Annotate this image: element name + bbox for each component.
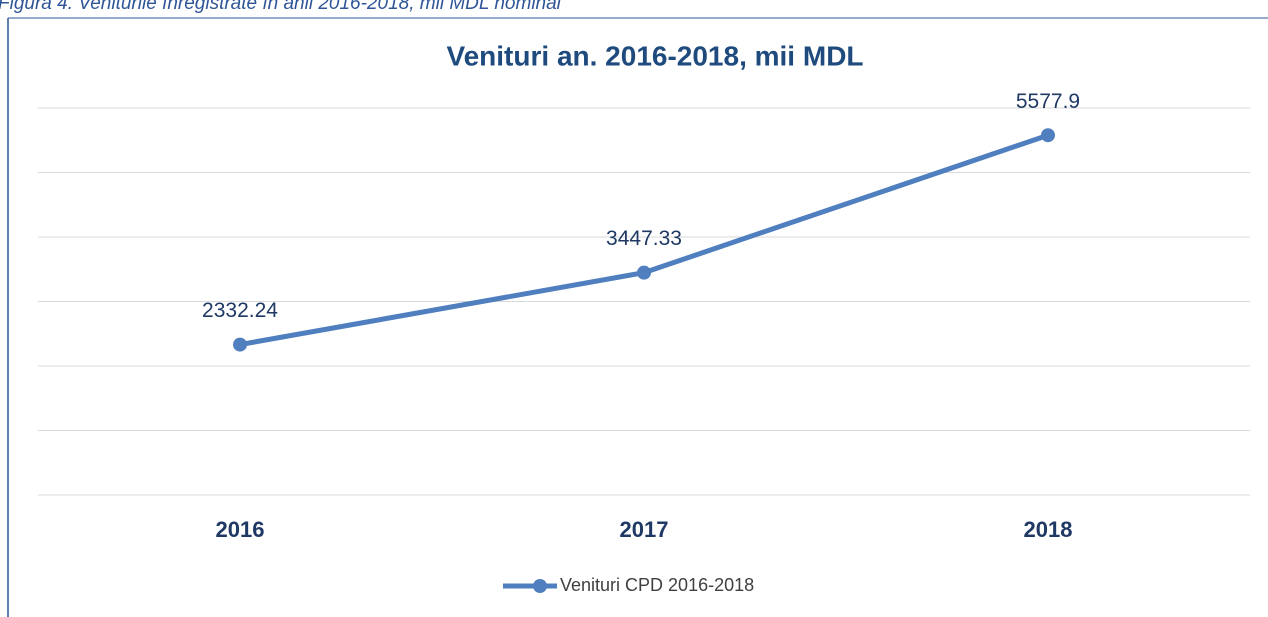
data-label: 3447.33 [606, 227, 682, 250]
chart-title: Venituri an. 2016-2018, mii MDL [446, 40, 863, 71]
data-point [233, 337, 247, 352]
data-point [1041, 128, 1055, 143]
figure-caption: Figura 4. Veniturile înregistrate în ani… [0, 0, 562, 14]
data-label: 5577.9 [1016, 90, 1080, 113]
x-tick-label: 2017 [620, 517, 669, 542]
data-point [637, 265, 651, 280]
data-label: 2332.24 [202, 299, 278, 322]
x-tick-label: 2016 [216, 517, 265, 542]
legend-marker [533, 579, 547, 593]
x-tick-label: 2018 [1024, 517, 1073, 542]
legend-label: Venituri CPD 2016-2018 [560, 575, 754, 595]
